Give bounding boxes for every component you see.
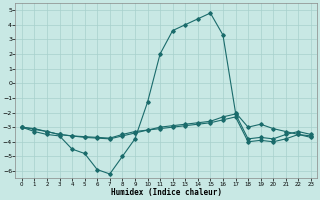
X-axis label: Humidex (Indice chaleur): Humidex (Indice chaleur) [111,188,222,197]
